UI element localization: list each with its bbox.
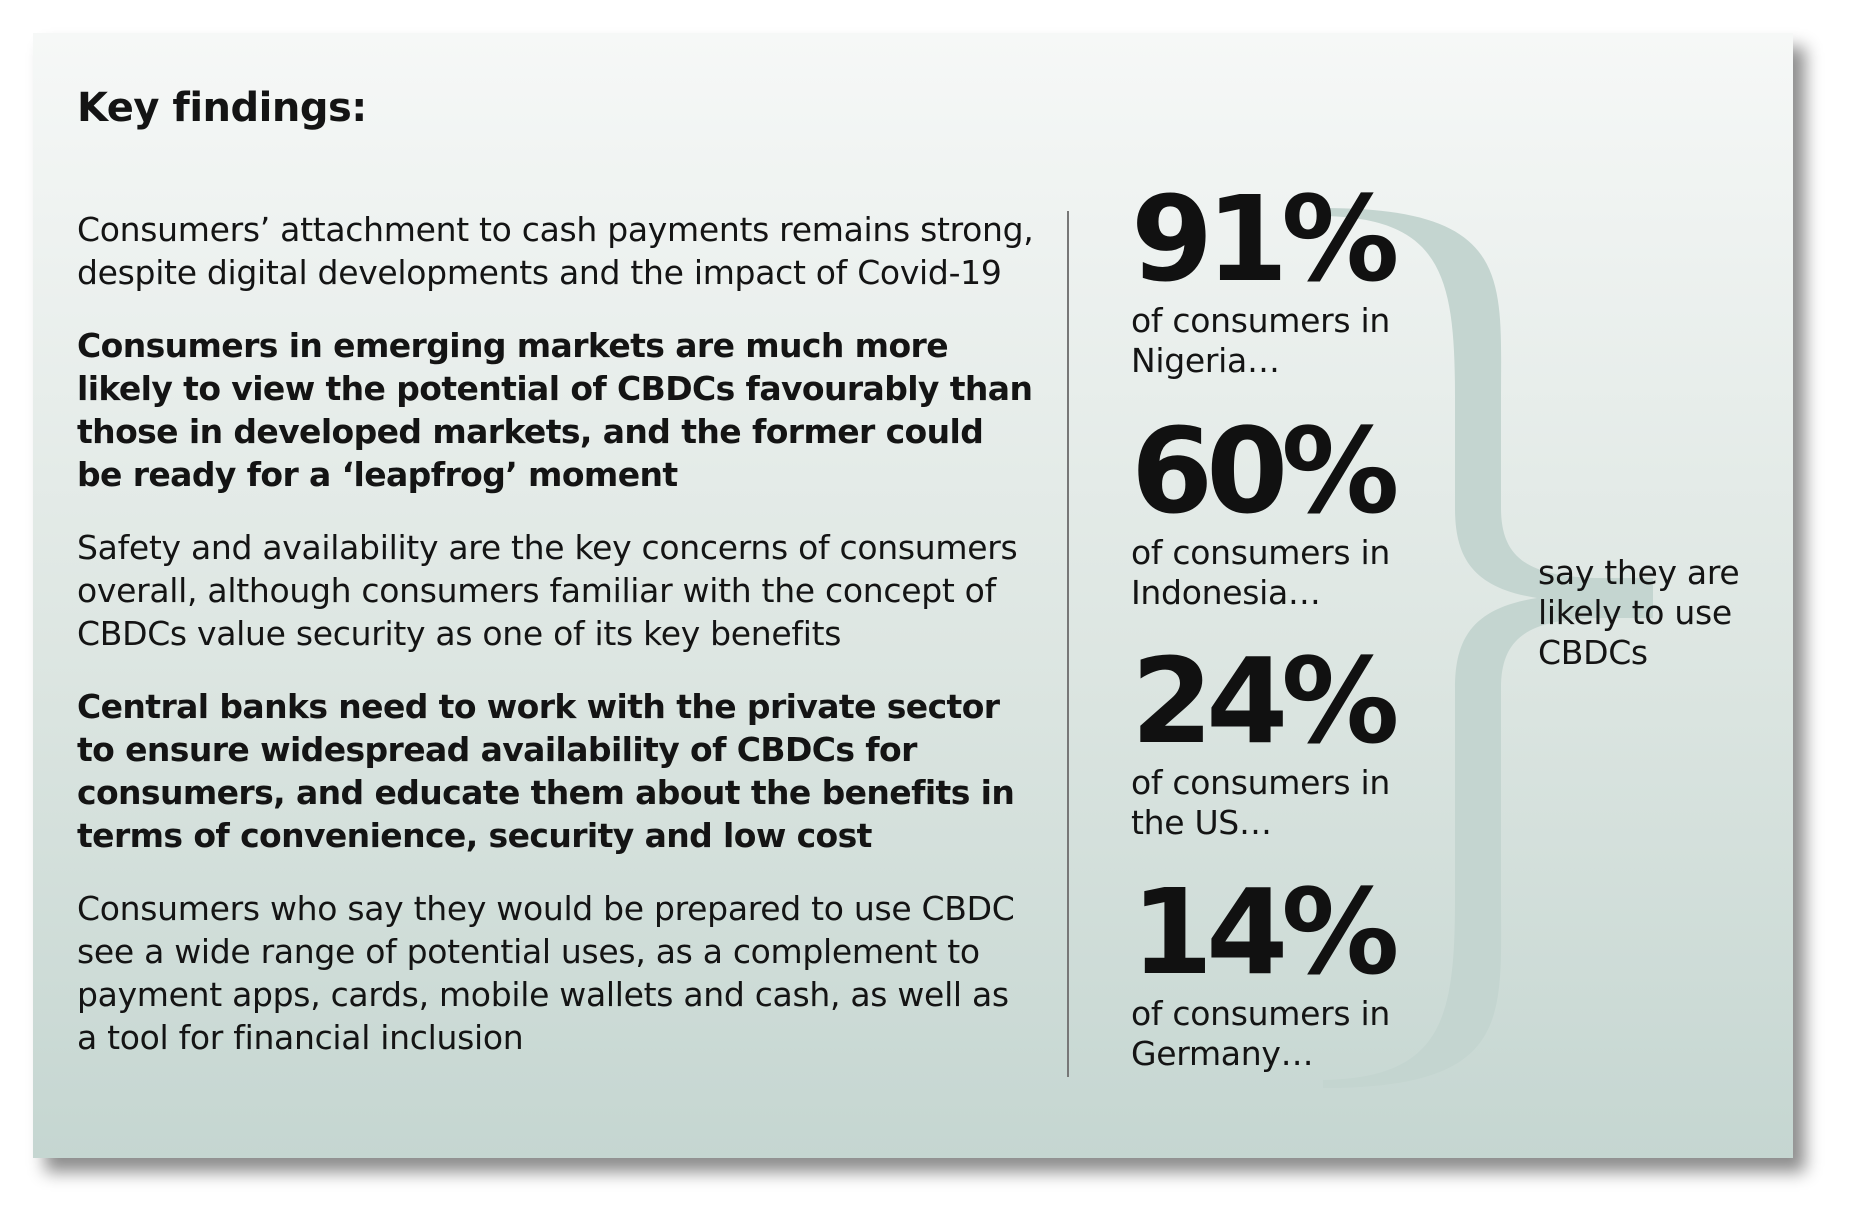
finding-2: Consumers in emerging markets are much m… xyxy=(77,326,1033,494)
summary-text: say they are likely to use CBDCs xyxy=(1538,553,1740,672)
stat-indonesia: 60% of consumers in Indonesia… xyxy=(1131,402,1451,613)
stat-value: 14% xyxy=(1131,863,1399,1001)
curly-brace-icon xyxy=(1323,208,1653,1088)
page-title: Key findings: xyxy=(77,85,367,131)
finding-3: Safety and availability are the key conc… xyxy=(77,528,1018,653)
vertical-divider xyxy=(1067,211,1069,1077)
stat-label: of consumers in the US… xyxy=(1131,763,1390,842)
finding-1: Consumers’ attachment to cash payments r… xyxy=(77,210,1034,292)
stat-us: 24% of consumers in the US… xyxy=(1131,632,1451,843)
key-findings-card: Key findings: Consumers’ attachment to c… xyxy=(33,33,1793,1158)
findings-list: Consumers’ attachment to cash payments r… xyxy=(77,208,1037,1089)
stat-value: 60% xyxy=(1131,402,1399,540)
finding-4: Central banks need to work with the priv… xyxy=(77,687,1015,855)
stat-germany: 14% of consumers in Germany… xyxy=(1131,863,1451,1074)
stat-value: 91% xyxy=(1131,170,1399,308)
stat-nigeria: 91% of consumers in Nigeria… xyxy=(1131,170,1451,381)
stat-label: of consumers in Nigeria… xyxy=(1131,301,1390,380)
stat-label: of consumers in Indonesia… xyxy=(1131,533,1390,612)
stat-label: of consumers in Germany… xyxy=(1131,994,1390,1073)
finding-5: Consumers who say they would be prepared… xyxy=(77,889,1015,1057)
stat-value: 24% xyxy=(1131,632,1399,770)
